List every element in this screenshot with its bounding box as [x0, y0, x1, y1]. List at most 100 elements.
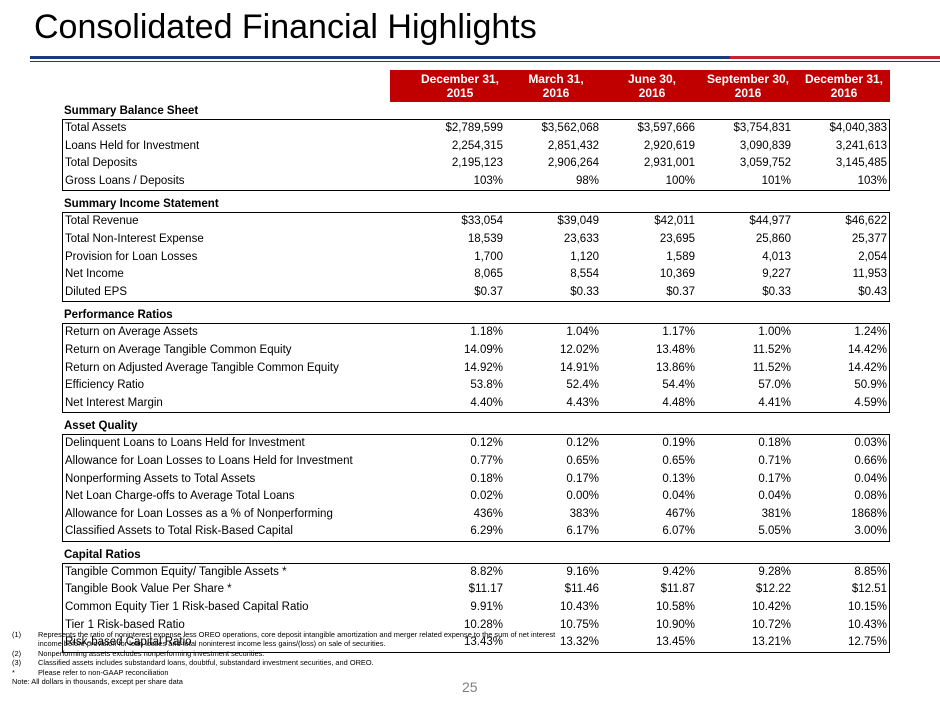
table-row: Risk-based Capital Ratio 13.43% 13.32% 13.4… [63, 634, 889, 652]
cell-value: 14.42% [847, 343, 887, 356]
cell-value: 10.90% [655, 618, 695, 631]
section-title: Asset Quality [64, 420, 138, 433]
cell-value: 10.15% [847, 601, 887, 614]
cell-value: 103% [857, 174, 887, 187]
row-label: Net Income [65, 268, 124, 281]
table-row: Total Revenue $33,054 $39,049 $42,011 $44,97… [63, 213, 889, 231]
footnote-note: Note: All dollars in thousands, except p… [12, 677, 183, 687]
cell-value: 12.02% [559, 343, 599, 356]
footnote-text: Nonperforming assets excludes nonperform… [38, 648, 265, 658]
cell-value: $2,789,599 [445, 122, 503, 134]
cell-value: 25,860 [755, 232, 791, 245]
footnote-text: Represents the ratio of noninterest expe… [38, 630, 556, 639]
cell-value: $12.22 [755, 583, 791, 596]
table-row: Efficiency Ratio 53.8% 52.4% 54.4% 57.0% 50.9… [63, 377, 889, 395]
table-row: Net Interest Margin 4.40% 4.43% 4.48% 4.41% 4… [63, 395, 889, 413]
cell-value: 10.42% [751, 601, 791, 614]
cell-value: 52.4% [566, 379, 599, 392]
cell-value: 101% [761, 174, 791, 187]
table-row: Tangible Common Equity/ Tangible Assets … [63, 564, 889, 582]
column-header: March 31, 2016 [508, 72, 604, 100]
cell-value: 1.18% [470, 326, 503, 339]
cell-value: $4,040,383 [829, 122, 887, 134]
footnote: (1) Represents the ratio of noninterest e… [12, 630, 555, 649]
row-label: Provision for Loan Losses [65, 250, 198, 263]
cell-value: 1,700 [474, 250, 503, 263]
cell-value: 2,195,123 [451, 157, 503, 170]
cell-value: $46,622 [845, 215, 887, 228]
cell-value: 0.17% [758, 472, 791, 485]
cell-value: 3,145,485 [835, 157, 887, 170]
cell-value: 383% [569, 507, 599, 520]
row-label: Allowance for Loan Losses as a % of Nonp… [65, 507, 333, 520]
table-row: Allowance for Loan Losses to Loans Held … [63, 453, 889, 471]
row-label: Total Deposits [65, 157, 138, 170]
cell-value: 467% [665, 507, 695, 520]
cell-value: 6.17% [566, 525, 599, 538]
footnote-text: Please refer to non-GAAP reconciliation [38, 667, 169, 677]
row-label: Net Loan Charge-offs to Average Total Lo… [65, 490, 295, 503]
cell-value: $0.37 [474, 285, 503, 298]
column-header-line: December 31, [420, 72, 500, 86]
row-label: Return on Adjusted Average Tangible Comm… [65, 361, 339, 374]
title-rule [30, 56, 730, 59]
page-number: 25 [462, 679, 478, 695]
cell-value: $11.46 [564, 583, 599, 596]
table-row: Net Income 8,065 8,554 10,369 9,227 11,953 [63, 266, 889, 284]
cell-value: 0.00% [566, 490, 599, 503]
row-label: Efficiency Ratio [65, 379, 145, 392]
cell-value: 9.28% [758, 565, 791, 578]
section-box: Total Assets $2,789,599 $3,562,068 $3,597,6… [62, 119, 890, 192]
cell-value: 0.04% [758, 490, 791, 503]
table-row: Tangible Book Value Per Share * $11.17 $11… [63, 581, 889, 599]
cell-value: 0.65% [566, 454, 599, 467]
footnote-marker: (1) [12, 630, 22, 639]
cell-value: 4.48% [662, 396, 695, 409]
table-row: Common Equity Tier 1 Risk-based Capital … [63, 599, 889, 617]
cell-value: 0.18% [470, 472, 503, 485]
table-row: Diluted EPS $0.37 $0.33 $0.37 $0.33 $0.43 [63, 284, 889, 302]
cell-value: 1.00% [758, 326, 791, 339]
cell-value: 53.8% [470, 379, 503, 392]
cell-value: $44,977 [749, 215, 791, 228]
section-title: Performance Ratios [64, 309, 173, 322]
cell-value: 10.75% [559, 618, 599, 631]
footnote-marker: * [12, 667, 15, 677]
column-header-line: 2016 [638, 86, 666, 100]
table-row: Return on Adjusted Average Tangible Comm… [63, 360, 889, 378]
cell-value: 11,953 [852, 268, 887, 281]
cell-value: 54.4% [662, 379, 695, 392]
cell-value: 436% [473, 507, 503, 520]
section-box: Delinquent Loans to Loans Held for Inves… [62, 434, 890, 542]
cell-value: 0.19% [662, 437, 695, 450]
cell-value: $3,597,666 [637, 122, 695, 134]
cell-value: 9.42% [662, 565, 695, 578]
footnote: (3) Classified assets includes substandar… [12, 658, 555, 667]
cell-value: 23,695 [659, 232, 695, 245]
row-label: Total Revenue [65, 215, 139, 228]
cell-value: 25,377 [851, 232, 887, 245]
cell-value: 8.82% [470, 565, 503, 578]
footnote-marker: (3) [12, 658, 22, 668]
title-rule-thin [30, 61, 940, 62]
row-label: Classified Assets to Total Risk-Based Ca… [65, 525, 293, 538]
cell-value: 0.71% [758, 454, 791, 467]
section-box: Return on Average Assets 1.18% 1.04% 1.17% 1… [62, 323, 890, 414]
cell-value: 23,633 [563, 232, 599, 245]
cell-value: $42,011 [654, 215, 695, 228]
cell-value: 14.92% [463, 361, 503, 374]
cell-value: 1.04% [566, 326, 599, 339]
cell-value: 1868% [851, 507, 887, 520]
cell-value: $3,754,831 [733, 122, 791, 134]
row-label: Loans Held for Investment [65, 139, 200, 152]
table-row: Classified Assets to Total Risk-Based Ca… [63, 523, 889, 541]
cell-value: 2,851,432 [547, 139, 599, 152]
cell-value: 103% [473, 174, 503, 187]
cell-value: 2,920,619 [643, 139, 695, 152]
cell-value: 14.09% [463, 343, 503, 356]
cell-value: 13.21% [751, 636, 791, 649]
footnote-marker: (2) [12, 648, 22, 658]
footnote: (2) Nonperforming assets excludes nonperf… [12, 649, 555, 658]
column-header-bar: December 31, 2015 March 31, 2016 June 30, 201… [390, 70, 890, 102]
table-row: Allowance for Loan Losses as a % of Nonp… [63, 506, 889, 524]
